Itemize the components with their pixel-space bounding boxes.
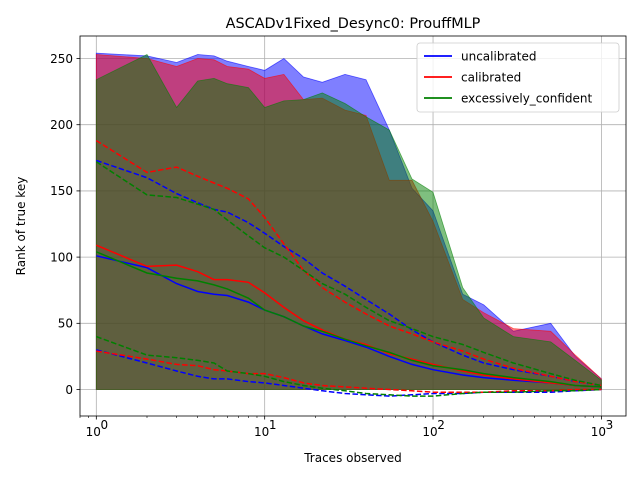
y-tick-label: 100	[50, 250, 73, 264]
x-tick-label: 10	[591, 425, 606, 439]
legend-label-calibrated: calibrated	[461, 70, 521, 84]
confidence-bands	[95, 52, 602, 390]
calibrated-lower-quantile-line	[96, 350, 602, 393]
legend-box	[416, 42, 620, 113]
calibrated-upper-quantile-line	[95, 139, 602, 387]
legend-label-uncalibrated: uncalibrated	[461, 49, 536, 63]
y-tick-label: 50	[58, 317, 73, 331]
series-lines	[95, 139, 602, 397]
x-tick-exponent: 1	[269, 418, 277, 432]
x-tick-label: 10	[86, 425, 101, 439]
excessively-confident-upper-quantile-line	[95, 161, 602, 387]
y-tick-label: 200	[50, 118, 73, 132]
x-tick-label: 10	[422, 425, 437, 439]
y-tick-label: 250	[50, 52, 73, 66]
x-tick-exponent: 2	[437, 418, 445, 432]
excessively-confident-median-line	[96, 251, 602, 388]
x-axis-label: Traces observed	[303, 451, 402, 465]
y-tick-label: 0	[65, 383, 73, 397]
legend-label-excessively-confident: excessively_confident	[461, 91, 593, 105]
chart-title: ASCADv1Fixed_Desync0: ProuffMLP	[226, 16, 481, 32]
x-tick-exponent: 3	[606, 418, 614, 432]
x-tick-exponent: 0	[100, 418, 108, 432]
x-tick-label: 10	[254, 425, 269, 439]
excessively-confident-lower-quantile-line	[96, 335, 602, 397]
y-tick-label: 150	[50, 184, 73, 198]
legend: uncalibrated calibrated excessively_confid…	[416, 42, 620, 113]
y-axis-label: Rank of true key	[14, 177, 28, 276]
plot-frame	[79, 35, 627, 417]
uncalibrated-median-line	[96, 255, 602, 388]
